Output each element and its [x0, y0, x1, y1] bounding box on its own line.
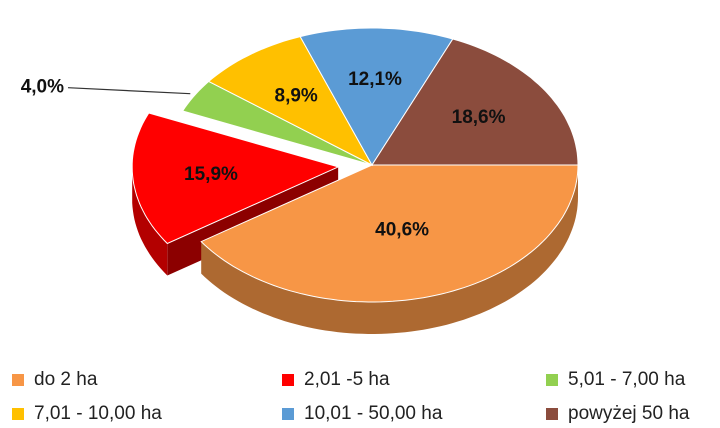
slice	[299, 27, 454, 166]
legend-label: powyżej 50 ha	[568, 403, 690, 424]
slice-top	[207, 36, 374, 167]
pie	[131, 27, 579, 334]
value-labels: 40,6% 15,9% 4,0% 8,9% 12,1% 18,6%	[21, 69, 506, 240]
leader-line	[67, 87, 191, 95]
slice-side	[201, 165, 578, 334]
slice	[200, 164, 579, 334]
legend-label: do 2 ha	[34, 369, 98, 390]
value-label: 8,9%	[275, 86, 318, 107]
legend-swatch	[546, 374, 558, 386]
legend-swatch	[282, 408, 294, 420]
slice-top	[200, 164, 579, 303]
legend-swatch	[282, 374, 294, 386]
slice-top	[181, 80, 373, 166]
legend-label: 5,01 - 7,00 ha	[568, 369, 686, 390]
value-label: 4,0%	[21, 77, 64, 98]
value-label: 12,1%	[348, 69, 402, 90]
value-label: 15,9%	[184, 164, 238, 185]
legend-swatch	[546, 408, 558, 420]
legend-label: 7,01 - 10,00 ha	[34, 403, 162, 424]
legend-swatch	[12, 408, 24, 420]
slice	[371, 38, 579, 166]
value-label: 18,6%	[452, 107, 506, 128]
slice	[181, 80, 373, 166]
legend-label: 10,01 - 50,00 ha	[304, 403, 443, 424]
slice-side	[132, 166, 168, 276]
value-label: 40,6%	[375, 220, 429, 241]
slice	[207, 36, 374, 167]
legend: do 2 ha 2,01 -5 ha 5,01 - 7,00 ha 7,01 - 10…	[12, 369, 690, 424]
slice-top	[131, 112, 340, 245]
legend-swatch	[12, 374, 24, 386]
legend-label: 2,01 -5 ha	[304, 369, 390, 390]
slice-top	[299, 27, 454, 166]
slice-top	[371, 38, 579, 166]
